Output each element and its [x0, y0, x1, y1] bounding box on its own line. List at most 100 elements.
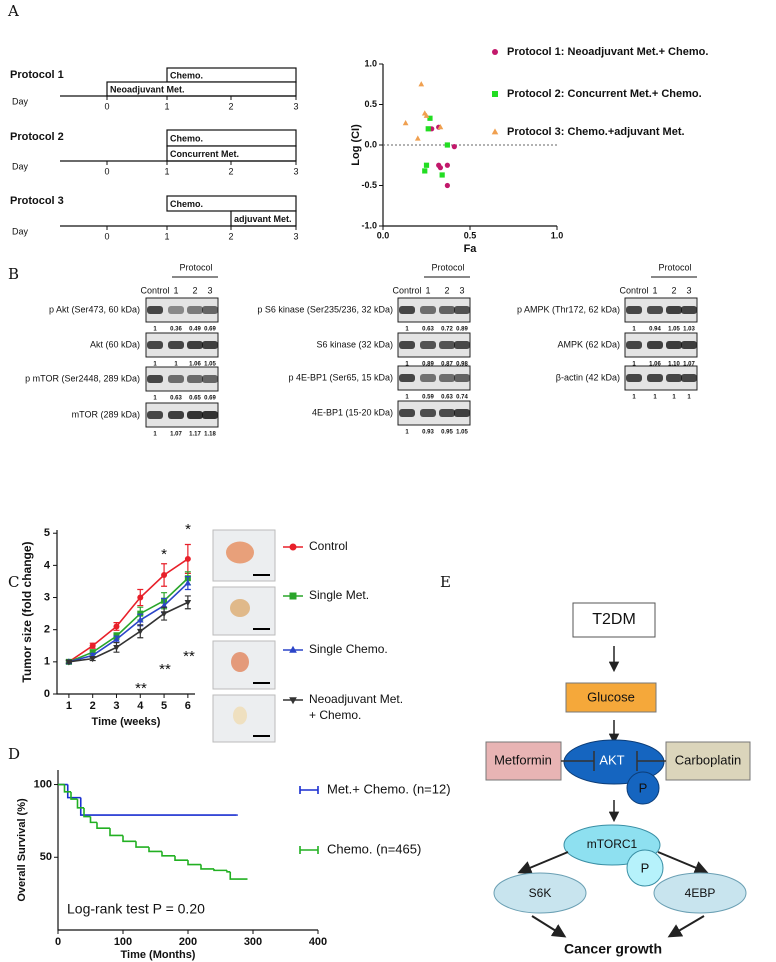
- blot-label: Akt (60 kDa): [90, 339, 140, 349]
- blot-ratio: 0.63: [441, 395, 453, 401]
- day-tick-label: 1: [164, 101, 169, 111]
- y-tick-label: 1.0: [364, 58, 377, 68]
- y-tick-label: 3: [44, 591, 50, 603]
- marker: [137, 594, 144, 601]
- survival-step: [89, 816, 97, 824]
- blot-ratio: 1: [405, 362, 409, 368]
- y-tick-label: 0.0: [364, 139, 377, 149]
- marker: [113, 644, 120, 651]
- blot-label: p mTOR (Ser2448, 289 kDa): [25, 373, 140, 383]
- blot-band: [626, 341, 642, 349]
- marker: [491, 128, 499, 135]
- survival-step: [76, 799, 84, 809]
- node-box: [565, 682, 657, 713]
- marker: [89, 656, 96, 663]
- node-label: 4EBP: [685, 886, 716, 900]
- y-tick-label: 2: [44, 624, 50, 636]
- legend-label: Met.+ Chemo. (n=12): [327, 781, 451, 796]
- arrow: [657, 851, 709, 875]
- legend-label: Single Met.: [309, 588, 369, 602]
- blot-band: [666, 341, 682, 349]
- marker: [160, 601, 168, 608]
- pathway-diagram: T2DM Glucose AKT P Metformin Carboplatin…: [485, 602, 751, 957]
- blot-ratio: 0.36: [170, 327, 182, 333]
- blot-ratio: 1.05: [668, 327, 680, 333]
- x-tick-label: 200: [179, 936, 197, 948]
- marker: [161, 572, 168, 579]
- blot-band: [168, 411, 184, 419]
- blot-ratio: 0.89: [422, 362, 434, 368]
- marker: [160, 611, 168, 618]
- blot-band: [681, 306, 697, 314]
- survival-step: [174, 855, 188, 861]
- lane-label: Control: [392, 285, 421, 295]
- blot-ratio: 1: [153, 327, 157, 333]
- blot-label: β-actin (42 kDa): [556, 372, 620, 382]
- marker: [444, 162, 450, 168]
- series-line: [68, 577, 189, 663]
- lane-label: 3: [686, 285, 691, 295]
- blot-band: [626, 374, 642, 382]
- blot-band: [399, 409, 415, 417]
- x-tick-label: 100: [114, 936, 132, 948]
- lane-label: 3: [459, 285, 464, 295]
- survival-step: [135, 841, 149, 848]
- marker: [289, 543, 297, 551]
- blot-ratio: 1.06: [649, 362, 661, 368]
- marker: [136, 616, 144, 623]
- blot-band: [399, 374, 415, 382]
- blot-ratio: 1.18: [204, 432, 216, 438]
- marker: [289, 592, 297, 600]
- lane-label: Control: [619, 285, 648, 295]
- survival-step: [83, 807, 91, 818]
- blot-ratio: 0.74: [456, 395, 468, 401]
- blot-ratio: 0.87: [441, 362, 453, 368]
- blot-band: [666, 374, 682, 382]
- blot-ratio: 1: [653, 395, 657, 401]
- blot-band: [647, 341, 663, 349]
- blot-label: p Akt (Ser473, 60 kDa): [49, 304, 140, 314]
- protocol-title: Protocol 3: [10, 195, 64, 207]
- blot-band: [147, 375, 163, 383]
- blot-band: [187, 411, 203, 419]
- inhibition: [636, 751, 666, 771]
- x-tick-label: 3: [113, 700, 119, 712]
- node-box: [572, 602, 656, 638]
- legend-line-2: + Chemo.: [309, 708, 361, 722]
- node-label: S6K: [529, 886, 552, 900]
- blot-label: AMPK (62 kDa): [557, 339, 620, 349]
- marker: [113, 635, 120, 642]
- blot-band: [647, 374, 663, 382]
- series-line: [68, 558, 189, 663]
- legend-label: Protocol 2: Concurrent Met.+ Chemo.: [507, 88, 702, 100]
- tumor: [226, 541, 254, 564]
- blot-ratio: 1: [153, 432, 157, 438]
- blot-ratio: 1: [174, 362, 178, 368]
- marker: [65, 659, 73, 666]
- marker: [289, 645, 297, 653]
- node-ellipse: [653, 872, 747, 914]
- blot-header: Protocol: [431, 262, 464, 272]
- lane-label: 2: [192, 285, 197, 295]
- blot-band: [439, 306, 455, 314]
- x-tick-label: 1.0: [551, 230, 564, 240]
- blot-label: p AMPK (Thr172, 62 kDa): [517, 304, 620, 314]
- y-tick-label: 4: [44, 559, 51, 571]
- marker: [414, 135, 421, 141]
- blot-label: 4E-BP1 (15-20 kDa): [312, 407, 393, 417]
- blot-ratio: 0.98: [456, 362, 468, 368]
- x-tick-label: 4: [137, 700, 144, 712]
- survival-step: [229, 871, 247, 880]
- blot-ratio: 1.03: [683, 327, 695, 333]
- node-label: Glucose: [587, 689, 635, 704]
- marker: [184, 599, 192, 606]
- panel-label: C: [8, 573, 19, 591]
- x-axis-label: Fa: [464, 243, 478, 255]
- blot-ratio: 0.94: [649, 327, 661, 333]
- protocol-bar-label: Chemo.: [170, 199, 203, 209]
- blot-ratio: 0.65: [189, 396, 201, 402]
- x-tick-label: 300: [244, 936, 262, 948]
- x-axis-label: Time (Months): [121, 949, 196, 961]
- node-label: P: [641, 860, 650, 875]
